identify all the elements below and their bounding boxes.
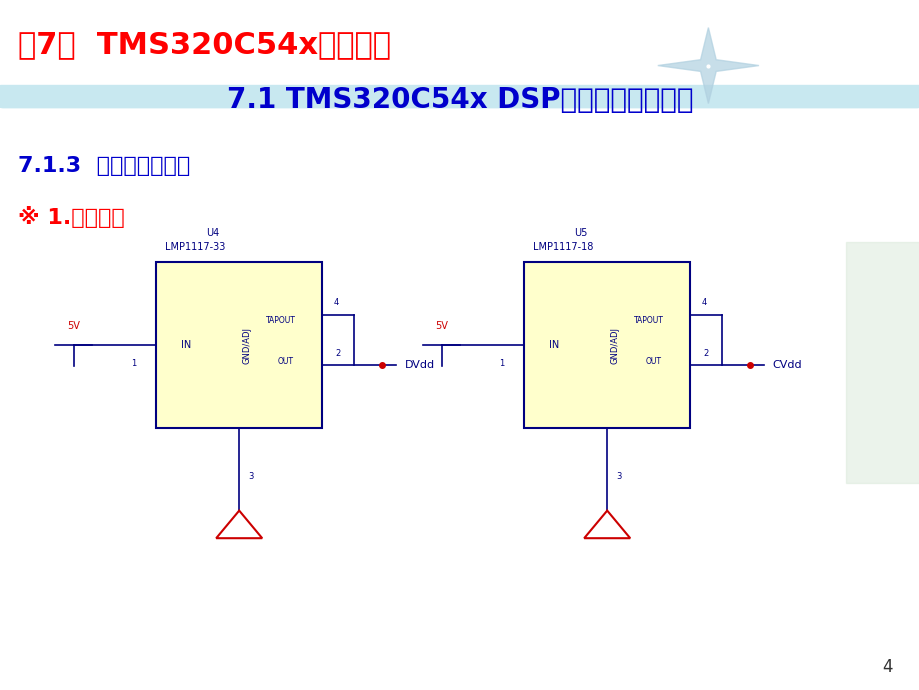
Text: TAPOUT: TAPOUT — [266, 315, 295, 325]
Bar — [0, 85, 919, 102]
Text: IN: IN — [549, 340, 559, 350]
Text: 2: 2 — [703, 349, 709, 358]
Text: 4: 4 — [333, 298, 338, 307]
Bar — [156, 262, 322, 428]
Text: 1: 1 — [498, 359, 504, 368]
Text: 4: 4 — [700, 298, 706, 307]
Text: GND/ADJ: GND/ADJ — [243, 326, 252, 364]
Text: 5V: 5V — [435, 322, 448, 331]
Text: CVdd: CVdd — [772, 360, 801, 370]
Text: 1: 1 — [130, 359, 136, 368]
Polygon shape — [657, 28, 758, 104]
Text: OUT: OUT — [645, 357, 661, 366]
Text: OUT: OUT — [278, 357, 293, 366]
Bar — [845, 241, 919, 483]
Text: ※ 1.电源设计: ※ 1.电源设计 — [18, 206, 125, 228]
Text: 5V: 5V — [67, 322, 80, 331]
Text: IN: IN — [181, 340, 191, 350]
Text: 4: 4 — [881, 658, 891, 676]
Bar — [524, 262, 689, 428]
Text: 3: 3 — [248, 471, 254, 481]
Text: 3: 3 — [616, 471, 621, 481]
Text: 7.1.3  系统设计与实现: 7.1.3 系统设计与实现 — [18, 156, 190, 175]
Text: GND/ADJ: GND/ADJ — [610, 326, 619, 364]
Text: LMP1117-33: LMP1117-33 — [165, 242, 225, 252]
Text: U4: U4 — [206, 228, 219, 238]
Text: 7.1 TMS320C54x DSP最小系统硬件设计: 7.1 TMS320C54x DSP最小系统硬件设计 — [226, 86, 693, 114]
Text: LMP1117-18: LMP1117-18 — [532, 242, 593, 252]
Text: 第7章  TMS320C54x应用实例: 第7章 TMS320C54x应用实例 — [18, 30, 391, 59]
Text: 2: 2 — [335, 349, 341, 358]
Text: TAPOUT: TAPOUT — [633, 315, 663, 325]
Text: U5: U5 — [573, 228, 587, 238]
Text: DVdd: DVdd — [404, 360, 435, 370]
